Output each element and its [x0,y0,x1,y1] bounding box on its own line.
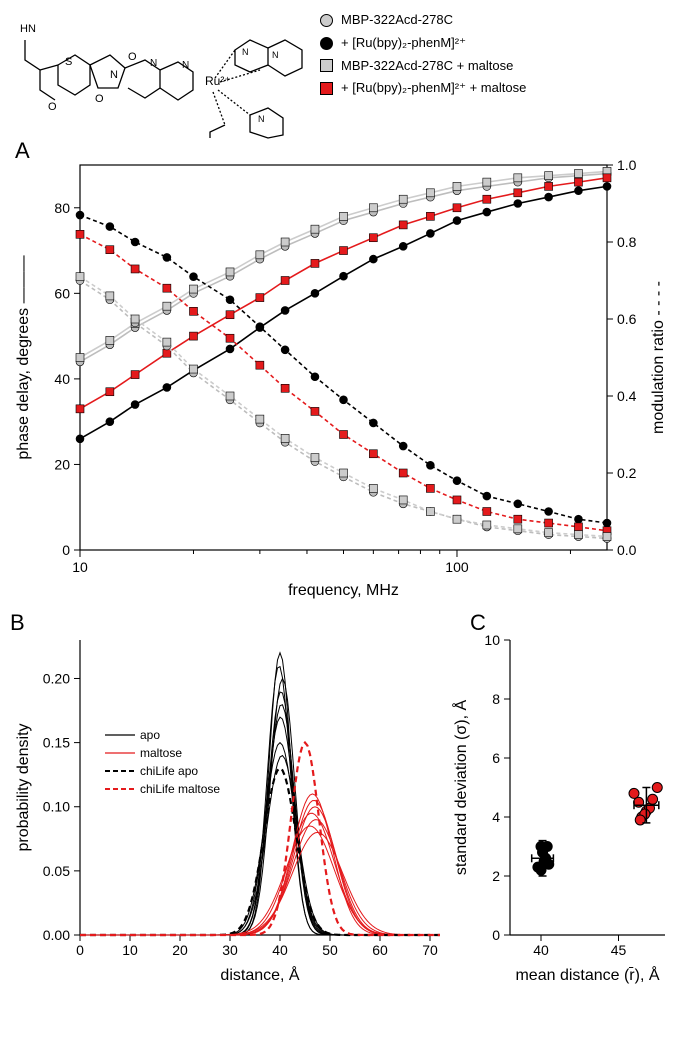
circle-marker-icon [320,37,333,50]
svg-text:N: N [182,60,189,71]
svg-text:0.05: 0.05 [43,863,70,879]
svg-text:0.6: 0.6 [617,311,637,327]
svg-text:0.0: 0.0 [617,542,637,558]
svg-text:20: 20 [54,456,70,472]
svg-text:0.10: 0.10 [43,799,70,815]
panel-a-chart: 0 20 40 60 80 0.0 0.2 0.4 0.6 0.8 1.0 10 100 frequenc… [10,145,677,605]
panel-c-label: C [470,610,486,636]
legend-label: MBP-322Acd-278C [341,10,453,31]
panel-b-label: B [10,610,25,636]
legend-item: MBP-322Acd-278C + maltose [320,56,526,77]
legend-item: + [Ru(bpy)₂-phenM]²⁺ [320,33,526,54]
svg-text:40: 40 [272,942,288,958]
svg-text:70: 70 [422,942,438,958]
legend-label: + [Ru(bpy)₂-phenM]²⁺ + maltose [341,78,526,99]
svg-text:HN: HN [20,23,36,35]
svg-text:0: 0 [62,542,70,558]
svg-text:10: 10 [122,942,138,958]
panel-b-chart: 0 10 20 30 40 50 60 70 0.00 0.05 0.10 0.15 0.20 dista… [10,610,450,990]
svg-text:0.2: 0.2 [617,465,637,481]
svg-text:10: 10 [72,559,88,575]
svg-text:4: 4 [492,809,500,825]
legend-panel-a: MBP-322Acd-278C+ [Ru(bpy)₂-phenM]²⁺MBP-3… [320,10,526,101]
svg-text:0.00: 0.00 [43,927,70,943]
svg-text:O: O [48,101,57,113]
svg-text:0: 0 [76,942,84,958]
svg-text:chiLife maltose: chiLife maltose [140,782,220,796]
chemical-structure-diagram: HN O S O O N N N Ru²⁺ [10,10,320,140]
svg-text:10: 10 [484,632,500,648]
svg-text:chiLife apo: chiLife apo [140,764,198,778]
legend-item: + [Ru(bpy)₂-phenM]²⁺ + maltose [320,78,526,99]
svg-text:Ru²⁺: Ru²⁺ [205,74,231,88]
square-marker-icon [320,59,333,72]
svg-text:2: 2 [492,868,500,884]
svg-text:N: N [150,58,157,69]
svg-text:45: 45 [611,942,627,958]
panel-a-label: A [15,138,30,164]
svg-text:0.20: 0.20 [43,670,70,686]
square-marker-icon [320,82,333,95]
svg-text:mean distance (r̄), Å: mean distance (r̄), Å [515,965,659,984]
figure-root: HN O S O O N N N Ru²⁺ [10,10,677,995]
svg-text:50: 50 [322,942,338,958]
svg-text:N: N [258,114,265,124]
svg-text:60: 60 [372,942,388,958]
svg-text:40: 40 [54,371,70,387]
svg-text:N: N [242,47,249,57]
svg-text:60: 60 [54,285,70,301]
svg-text:O: O [95,93,104,105]
svg-text:6: 6 [492,750,500,766]
svg-text:O: O [128,51,137,63]
svg-text:phase delay, degrees ———: phase delay, degrees ——— [15,255,32,459]
svg-text:30: 30 [222,942,238,958]
svg-text:1.0: 1.0 [617,157,637,173]
svg-text:80: 80 [54,200,70,216]
svg-text:100: 100 [445,559,469,575]
svg-text:distance, Å: distance, Å [220,965,299,984]
svg-text:0.15: 0.15 [43,735,70,751]
svg-text:standard deviation (σ), Å: standard deviation (σ), Å [451,700,470,876]
header-row: HN O S O O N N N Ru²⁺ [10,10,677,140]
svg-text:N: N [110,69,118,81]
svg-text:maltose: maltose [140,746,182,760]
svg-text:S: S [65,56,72,68]
svg-text:0.8: 0.8 [617,234,637,250]
legend-label: + [Ru(bpy)₂-phenM]²⁺ [341,33,466,54]
svg-text:apo: apo [140,728,160,742]
svg-text:frequency, MHz: frequency, MHz [288,582,399,599]
svg-text:probability density: probability density [15,723,32,851]
svg-text:8: 8 [492,691,500,707]
svg-text:0.4: 0.4 [617,388,637,404]
panel-c-chart: 40 45 0 2 4 6 8 10 mean distance (r̄), Å standard… [450,610,675,990]
svg-text:0: 0 [492,927,500,943]
svg-text:40: 40 [533,942,549,958]
legend-label: MBP-322Acd-278C + maltose [341,56,513,77]
svg-text:modulation ratio - - - -: modulation ratio - - - - [650,281,667,434]
legend-item: MBP-322Acd-278C [320,10,526,31]
circle-marker-icon [320,14,333,27]
svg-text:20: 20 [172,942,188,958]
svg-text:N: N [272,50,279,60]
